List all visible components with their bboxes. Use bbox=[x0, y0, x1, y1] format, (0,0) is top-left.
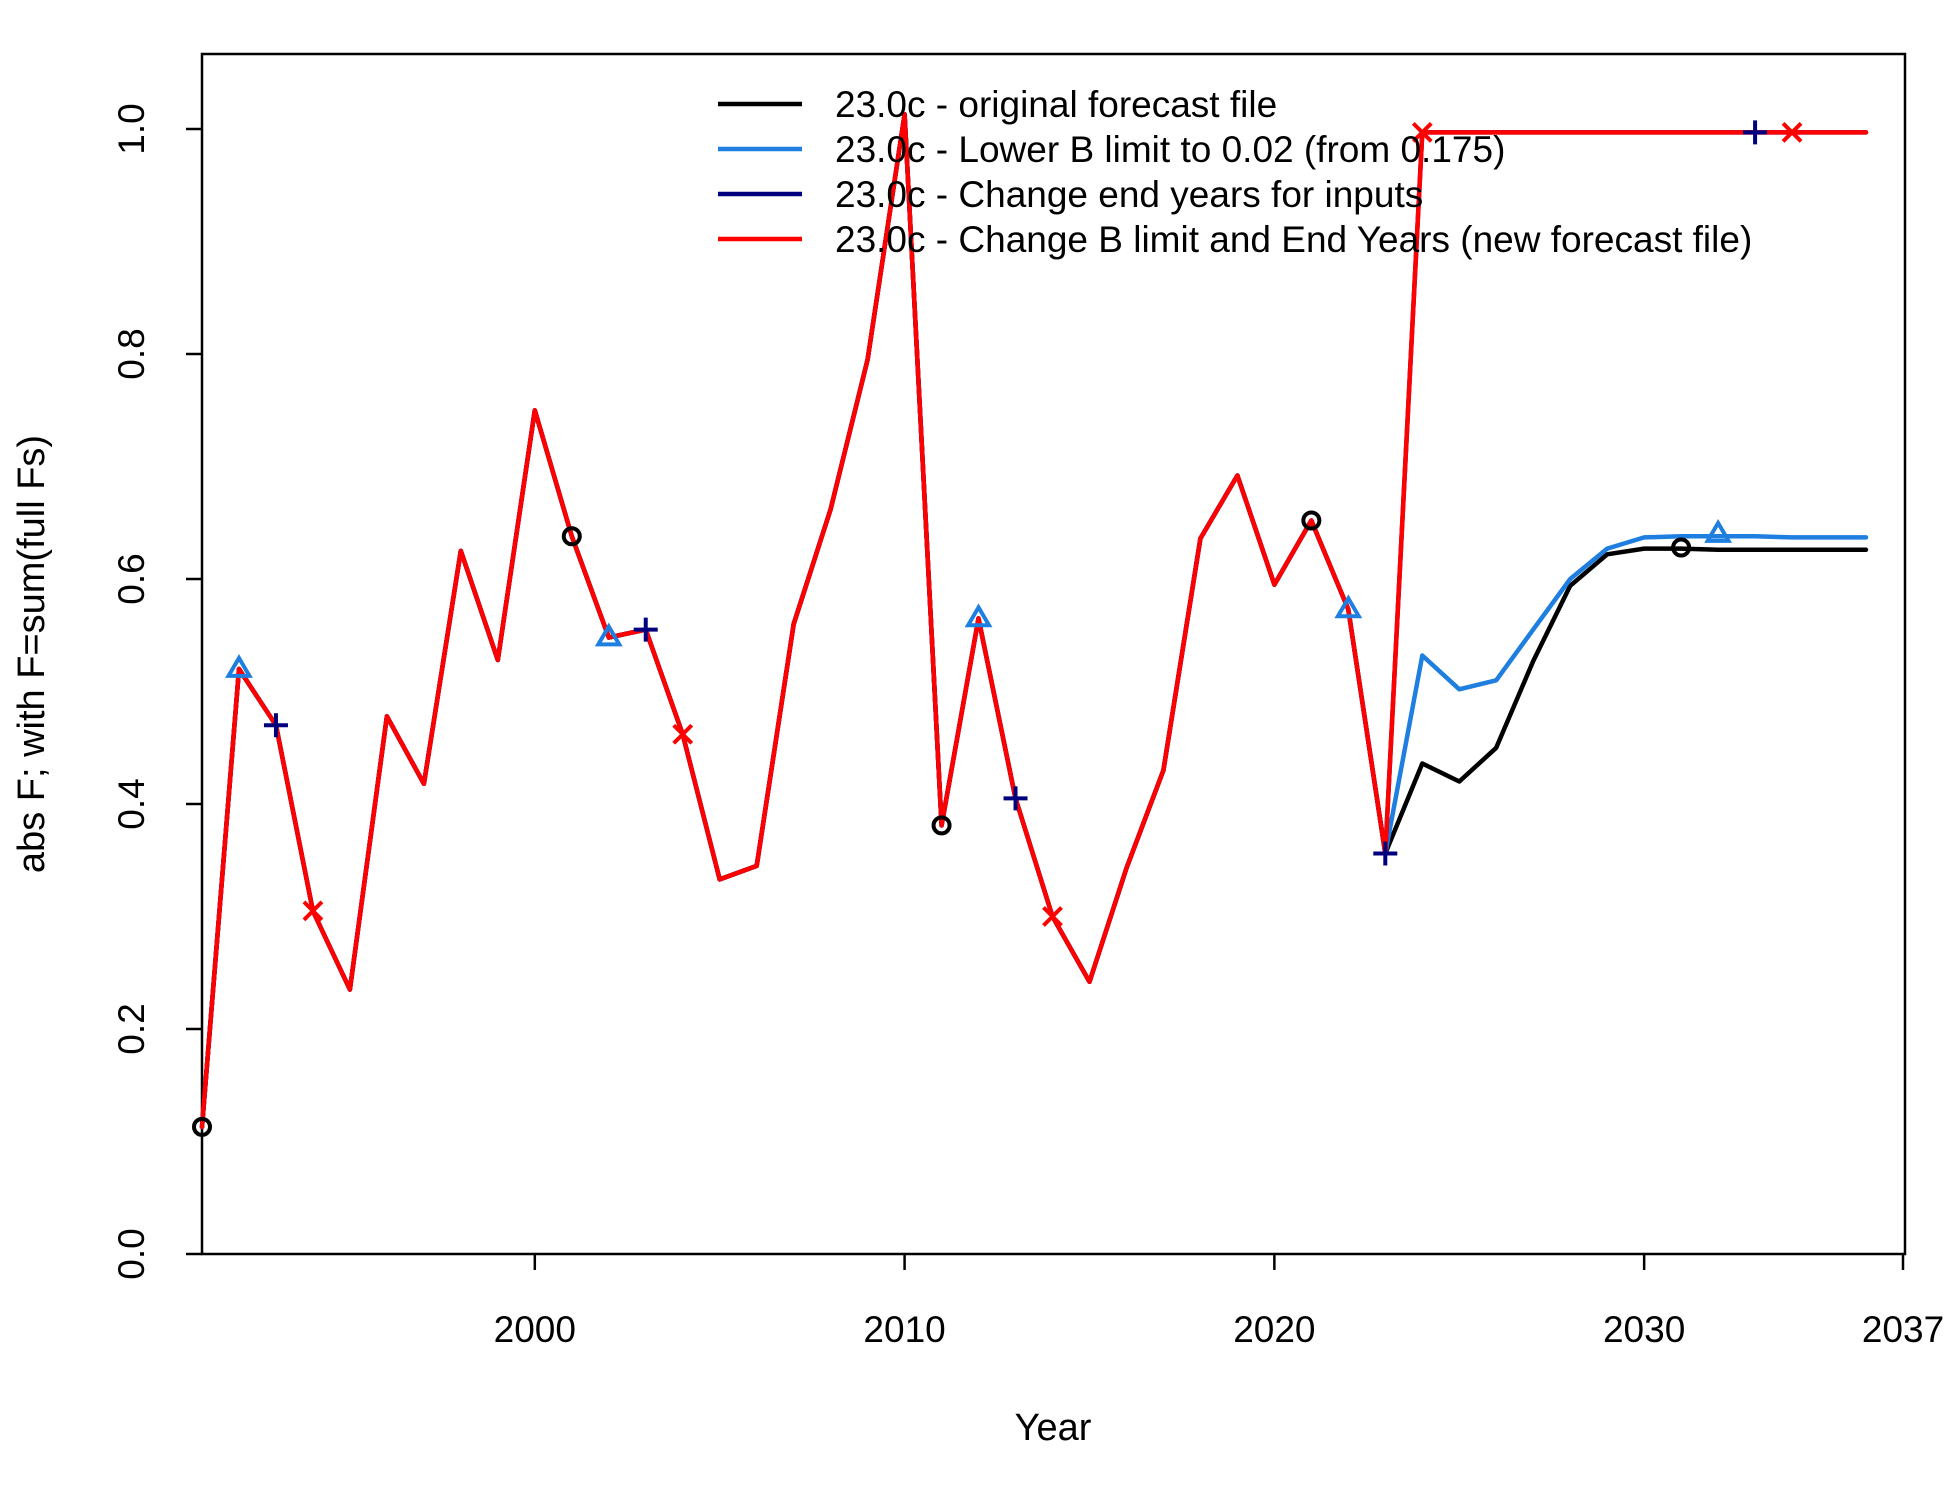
legend-item-1: 23.0c - Lower B limit to 0.02 (from 0.17… bbox=[718, 129, 1505, 170]
x-tick-label-0: 2000 bbox=[494, 1309, 576, 1350]
y-tick-label-0: 0.0 bbox=[111, 1228, 152, 1279]
series-0-marker-0 bbox=[192, 1116, 212, 1137]
x-axis: 2000 2010 2020 2030 2037 bbox=[494, 1254, 1944, 1350]
series-0-marker-1 bbox=[561, 526, 582, 547]
legend-item-2: 23.0c - Change end years for inputs bbox=[718, 174, 1423, 215]
legend-item-0: 23.0c - original forecast file bbox=[718, 84, 1277, 125]
x-tick-label-1: 2010 bbox=[863, 1309, 945, 1350]
series-3-marker-4 bbox=[1781, 121, 1803, 143]
series-2-marker-2 bbox=[1003, 786, 1028, 811]
series-0-marker-4 bbox=[1671, 537, 1692, 558]
y-tick-label-5: 1.0 bbox=[111, 103, 152, 154]
x-tick-label-3: 2030 bbox=[1603, 1309, 1685, 1350]
x-tick-label-2: 2020 bbox=[1233, 1309, 1315, 1350]
y-tick-label-2: 0.4 bbox=[111, 778, 152, 829]
plot-frame bbox=[200, 52, 1907, 1256]
series-2-marker-3 bbox=[1373, 841, 1398, 866]
series-markers bbox=[192, 120, 1803, 1137]
legend-label-3: 23.0c - Change B limit and End Years (ne… bbox=[835, 219, 1752, 260]
legend-label-0: 23.0c - original forecast file bbox=[835, 84, 1277, 125]
series-1-marker-0 bbox=[225, 654, 253, 678]
series-1-marker-2 bbox=[964, 603, 993, 628]
series-1-marker-1 bbox=[594, 622, 623, 647]
y-tick-label-1: 0.2 bbox=[111, 1003, 152, 1054]
series-1-marker-3 bbox=[1334, 594, 1363, 619]
y-tick-label-3: 0.6 bbox=[111, 553, 152, 604]
series-2-marker-1 bbox=[633, 617, 658, 642]
series-2-marker-4 bbox=[1743, 120, 1768, 145]
legend-label-1: 23.0c - Lower B limit to 0.02 (from 0.17… bbox=[835, 129, 1505, 170]
y-axis-title: abs F; with F=sum(full Fs) bbox=[11, 435, 53, 873]
series-3-marker-1 bbox=[672, 723, 694, 745]
legend-item-3: 23.0c - Change B limit and End Years (ne… bbox=[718, 219, 1752, 260]
series-3-marker-2 bbox=[1042, 906, 1063, 927]
series-3-marker-0 bbox=[302, 900, 324, 922]
series-1-marker-4 bbox=[1704, 519, 1733, 543]
series-2-marker-0 bbox=[263, 713, 288, 738]
y-tick-label-4: 0.8 bbox=[111, 328, 152, 379]
series-3-marker-3 bbox=[1411, 121, 1433, 143]
y-axis: 0.0 0.2 0.4 0.6 0.8 1.0 bbox=[111, 103, 202, 1280]
series-0-marker-3 bbox=[1301, 510, 1322, 531]
legend-label-2: 23.0c - Change end years for inputs bbox=[835, 174, 1423, 215]
x-axis-title: Year bbox=[1015, 1407, 1092, 1449]
series-lines bbox=[199, 112, 1869, 1130]
x-tick-label-4: 2037 bbox=[1862, 1309, 1944, 1350]
series-line-3 bbox=[199, 112, 1869, 1130]
series-0-marker-2 bbox=[931, 815, 952, 836]
